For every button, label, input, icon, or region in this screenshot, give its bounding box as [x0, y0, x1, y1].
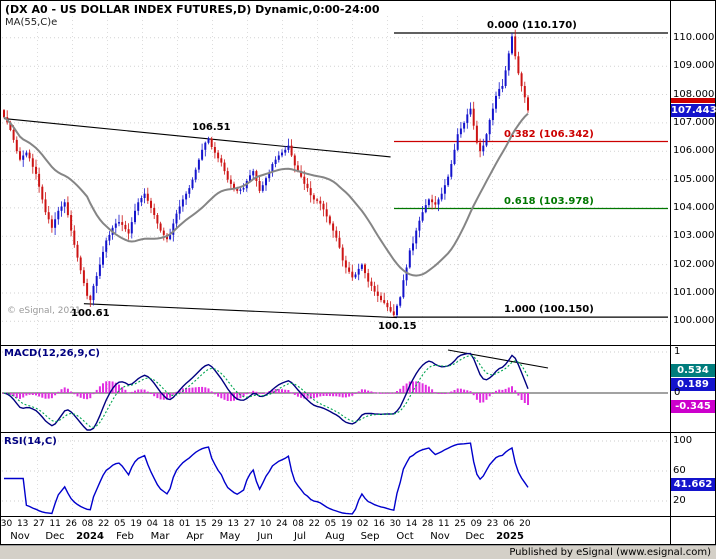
fibonacci-retracement-lines: [394, 32, 668, 318]
price-axis-label: 105.000: [673, 174, 715, 185]
price-axis-label: 110.000: [673, 32, 715, 43]
x-axis-month-label: Dec: [465, 531, 485, 542]
x-axis-day-label: 22: [97, 519, 110, 529]
x-axis-day-label: 26: [65, 519, 78, 529]
x-axis-day-label: 14: [405, 519, 418, 529]
x-axis-day-label: 19: [340, 519, 353, 529]
x-axis-month-label: Jun: [257, 531, 273, 542]
x-axis-day-label: 05: [114, 519, 126, 529]
x-axis-month-label: Oct: [396, 531, 414, 542]
copyright-watermark: © eSignal, 2021: [7, 306, 81, 316]
x-axis-day-label: 01: [178, 519, 191, 529]
trendlines: [3, 118, 549, 369]
macd-axis-label: 1: [674, 346, 681, 357]
x-axis-day-label: 09: [470, 519, 483, 529]
x-axis-month-label: Nov: [10, 531, 30, 542]
macd-histogram-badge: -0.345: [671, 400, 715, 413]
price-axis-label: 106.000: [673, 145, 715, 156]
x-axis-month-label: Jul: [293, 531, 307, 542]
price-axis-label: 102.000: [673, 259, 715, 270]
x-axis-day-label: 24: [276, 519, 288, 529]
x-axis-month-label: 2025: [496, 531, 524, 542]
x-axis-day-label: 08: [81, 519, 94, 529]
moving-average-line: [3, 112, 529, 277]
x-axis-month-label: Aug: [325, 531, 345, 542]
x-axis-day-label: 08: [292, 519, 304, 529]
ma-indicator-label: MA(55,C)e: [5, 17, 58, 28]
x-axis-day-label: 11: [438, 519, 450, 529]
x-axis-day-label: 29: [211, 519, 223, 529]
x-axis-day-label: 05: [324, 519, 337, 529]
rsi-value-badge: 41.662: [671, 478, 715, 491]
price-axis-label: 108.000: [673, 89, 715, 100]
x-axis-day-label: 18: [162, 519, 175, 529]
x-axis-day-label: 22: [308, 519, 321, 529]
fib-level-label: 0.000 (110.170): [487, 20, 577, 31]
macd-axis-label: 0: [674, 387, 681, 398]
price-axis-label: 104.000: [673, 202, 715, 213]
publisher-credit: Published by eSignal (www.esignal.com): [509, 547, 711, 558]
x-axis-day-label: 13: [227, 519, 240, 529]
x-axis-month-label: Dec: [45, 531, 65, 542]
x-axis-month-label: Mar: [150, 531, 170, 542]
chart-title: (DX A0 - US DOLLAR INDEX FUTURES,D) Dyna…: [5, 3, 380, 16]
x-axis-day-label: 28: [421, 519, 434, 529]
price-axis-label: 107.000: [673, 117, 715, 128]
x-axis-day-label: 27: [243, 519, 256, 529]
macd-indicator-label: MACD(12,26,9,C): [4, 348, 100, 359]
x-axis-month-label: 2024: [76, 531, 104, 542]
x-axis-day-label: 27: [33, 519, 45, 529]
candlestick-series: [3, 29, 529, 318]
x-axis-day-label: 30: [389, 519, 402, 529]
fib-level-label: 0.382 (106.342): [504, 129, 594, 140]
x-axis-day-label: 06: [502, 519, 515, 529]
price-annotation: 100.61: [71, 308, 110, 319]
footer-bar: Published by eSignal (www.esignal.com): [0, 545, 716, 559]
x-axis-day-label: 04: [146, 519, 159, 529]
x-axis-month-label: Feb: [116, 531, 134, 542]
price-axis-label: 100.000: [673, 315, 715, 326]
fib-level-label: 1.000 (100.150): [504, 304, 594, 315]
rsi-axis-label: 60: [673, 465, 686, 476]
rsi-axis-label: 100: [673, 435, 693, 446]
x-axis-day-label: 20: [519, 519, 531, 529]
panel-borders: [0, 0, 716, 545]
rsi-line: [4, 442, 529, 515]
price-axis-label: 109.000: [673, 60, 715, 71]
fib-level-label: 0.618 (103.978): [504, 196, 594, 207]
macd-series: [2, 352, 668, 431]
macd-value-badge: 0.534: [671, 364, 715, 377]
macd-signal-badge: 0.189: [671, 378, 715, 391]
x-axis-day-label: 23: [486, 519, 499, 529]
rsi-indicator-label: RSI(14,C): [4, 436, 57, 447]
chart-overlay: (DX A0 - US DOLLAR INDEX FUTURES,D) Dyna…: [0, 3, 716, 542]
price-axis-label: 103.000: [673, 230, 715, 241]
x-axis-month-label: Nov: [430, 531, 450, 542]
last-price-badge: 107.443: [671, 104, 716, 117]
x-axis-day-label: 16: [373, 519, 385, 529]
x-axis-day-label: 25: [454, 519, 466, 529]
x-axis-day-label: 02: [357, 519, 369, 529]
price-annotation: 100.15: [378, 321, 417, 332]
x-axis-day-label: 13: [16, 519, 29, 529]
x-axis-day-label: 11: [49, 519, 61, 529]
x-axis-day-label: 30: [0, 519, 13, 529]
x-axis-month-label: May: [219, 531, 241, 542]
price-annotation: 106.51: [192, 122, 231, 133]
rsi-axis-label: 20: [673, 495, 686, 506]
x-axis-day-label: 19: [130, 519, 142, 529]
chart-canvas: [0, 0, 716, 545]
x-axis-month-label: Apr: [186, 531, 204, 542]
x-axis-day-label: 10: [259, 519, 272, 529]
x-axis-day-label: 15: [195, 519, 207, 529]
x-axis-month-label: Sep: [360, 531, 380, 542]
previous-price-marker: [671, 98, 715, 103]
price-axis-label: 101.000: [673, 287, 715, 298]
